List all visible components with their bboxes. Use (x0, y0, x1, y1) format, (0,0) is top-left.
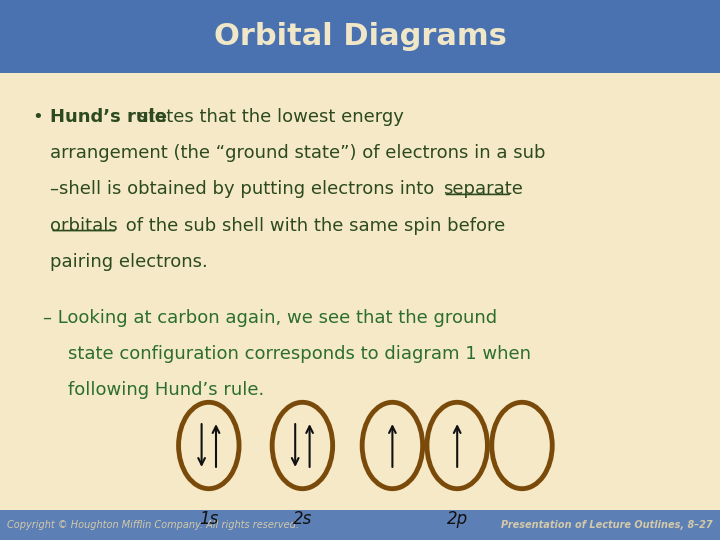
Text: separate: separate (444, 180, 523, 198)
Text: Hund’s rule: Hund’s rule (50, 108, 167, 126)
Text: orbitals: orbitals (50, 217, 118, 234)
Text: of the sub shell with the same spin before: of the sub shell with the same spin befo… (120, 217, 505, 234)
Text: following Hund’s rule.: following Hund’s rule. (68, 381, 265, 399)
Text: 1s: 1s (199, 510, 218, 528)
Text: 2s: 2s (293, 510, 312, 528)
Text: – Looking at carbon again, we see that the ground: – Looking at carbon again, we see that t… (43, 309, 498, 327)
Text: arrangement (the “ground state”) of electrons in a sub: arrangement (the “ground state”) of elec… (50, 144, 546, 162)
Text: Presentation of Lecture Outlines, 8–27: Presentation of Lecture Outlines, 8–27 (501, 520, 713, 530)
Text: Copyright © Houghton Mifflin Company. All rights reserved.: Copyright © Houghton Mifflin Company. Al… (7, 520, 300, 530)
Text: –shell is obtained by putting electrons into: –shell is obtained by putting electrons … (50, 180, 441, 198)
Text: states that the lowest energy: states that the lowest energy (133, 108, 404, 126)
Text: Orbital Diagrams: Orbital Diagrams (214, 22, 506, 51)
FancyBboxPatch shape (0, 73, 720, 510)
Text: pairing electrons.: pairing electrons. (50, 253, 208, 271)
FancyBboxPatch shape (0, 0, 720, 73)
Text: •: • (32, 108, 43, 126)
FancyBboxPatch shape (0, 510, 720, 540)
Text: 2p: 2p (446, 510, 468, 528)
Text: state configuration corresponds to diagram 1 when: state configuration corresponds to diagr… (68, 345, 531, 363)
